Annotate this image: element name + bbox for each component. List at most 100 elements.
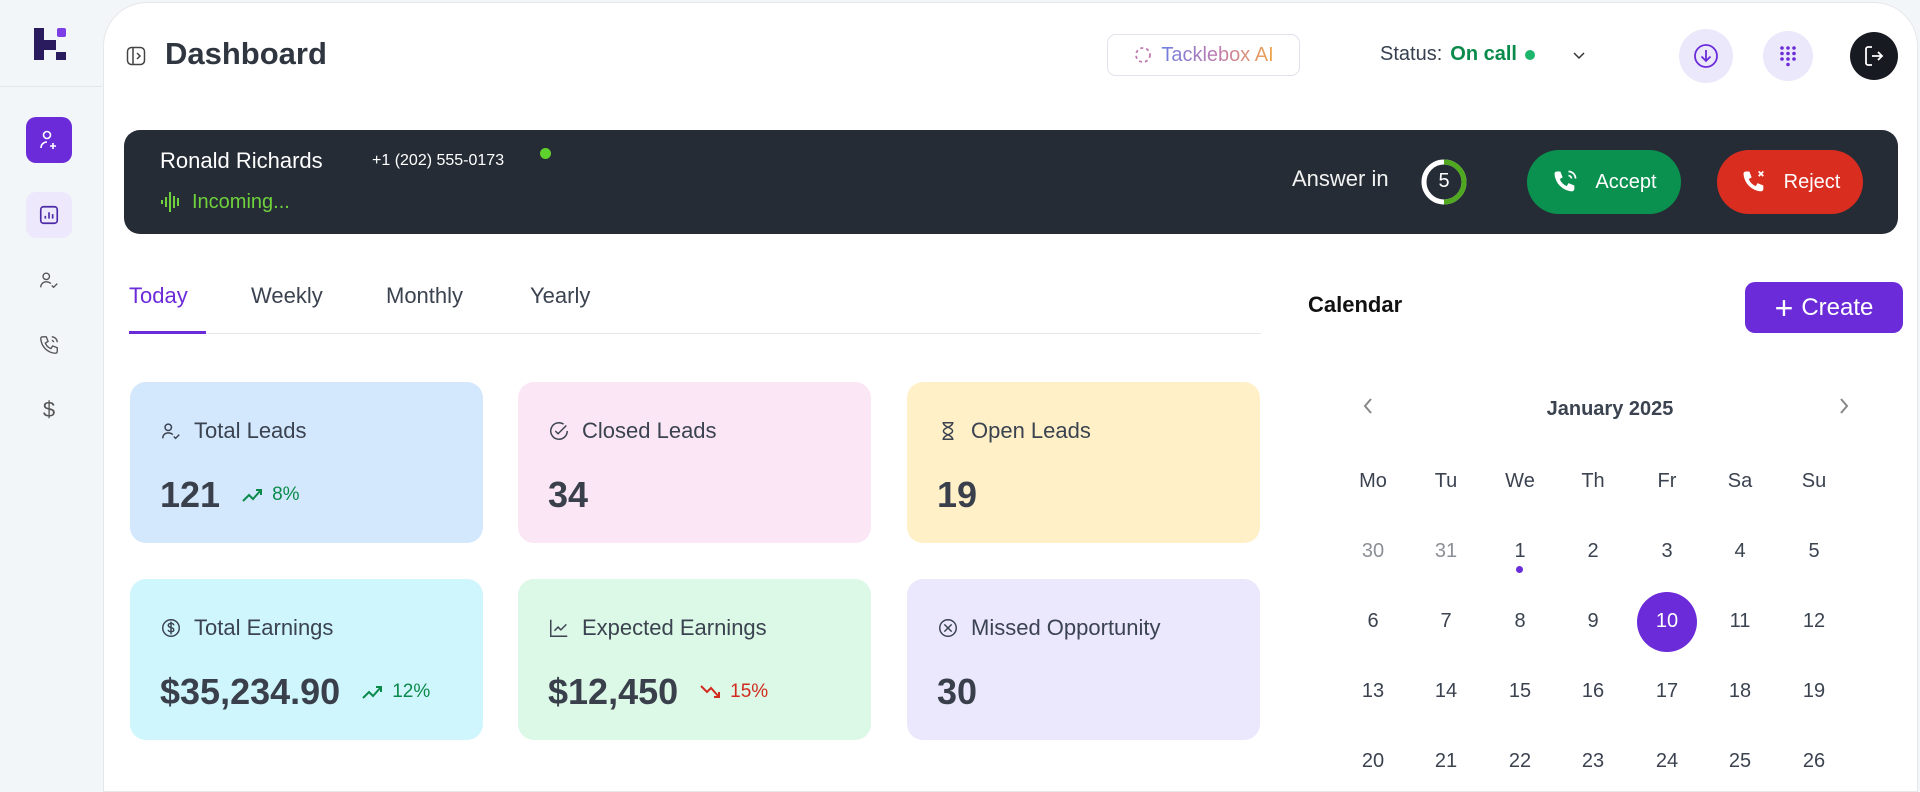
stat-card[interactable]: Missed Opportunity 30	[907, 579, 1260, 740]
call-state: Incoming...	[160, 190, 290, 214]
create-button[interactable]: + Create	[1745, 282, 1903, 333]
calendar-day[interactable]: 3	[1661, 540, 1673, 562]
calendar-day[interactable]: 20	[1361, 750, 1385, 772]
download-button[interactable]	[1679, 29, 1733, 83]
countdown-ring	[1421, 159, 1467, 205]
calendar-day[interactable]: 16	[1581, 680, 1605, 702]
phone-accept-icon	[1554, 170, 1577, 192]
delta-value: 8%	[272, 484, 300, 505]
card-value: 19	[937, 474, 978, 515]
selected-day-highlight	[1637, 592, 1697, 652]
calendar-day[interactable]: 30	[1361, 540, 1385, 562]
stat-card[interactable]: Open Leads 19	[907, 382, 1260, 543]
calendar-day[interactable]: 7	[1440, 610, 1452, 632]
card-value-row: 30	[937, 671, 977, 713]
card-label-row: Total Earnings	[160, 615, 333, 641]
calendar-day[interactable]: 5	[1808, 540, 1820, 562]
calendar-day[interactable]: 13	[1361, 680, 1385, 702]
stat-card[interactable]: Total Leads 121 8%	[130, 382, 483, 543]
calendar-day[interactable]: 22	[1508, 750, 1532, 772]
dialpad-button[interactable]	[1763, 31, 1813, 81]
card-label: Closed Leads	[582, 418, 717, 443]
calendar-day[interactable]: 17	[1655, 680, 1679, 702]
next-month-button[interactable]	[1836, 394, 1852, 425]
calendar-day[interactable]: 15	[1508, 680, 1532, 702]
trend-up-icon	[362, 686, 383, 699]
calendar-day[interactable]: 18	[1728, 680, 1752, 702]
sidebar: $	[0, 0, 102, 780]
calendar-day[interactable]: 31	[1434, 540, 1458, 562]
prev-month-button[interactable]	[1360, 394, 1376, 425]
card-label-row: Closed Leads	[548, 418, 717, 444]
status-dropdown[interactable]: Status: On call	[1380, 43, 1587, 66]
calendar-day[interactable]: 10	[1655, 610, 1679, 632]
calendar-day[interactable]: 25	[1728, 750, 1752, 772]
reject-button[interactable]: Reject	[1717, 150, 1863, 214]
status-label: Status:	[1380, 43, 1443, 65]
status-dot	[1524, 49, 1535, 60]
tacklebox-ai-label: Tacklebox AI	[1161, 43, 1274, 66]
sidebar-item-add-lead[interactable]	[26, 117, 72, 163]
check-circle-icon	[550, 422, 568, 440]
tab-monthly[interactable]: Monthly	[386, 283, 464, 308]
calendar-day[interactable]: 9	[1587, 610, 1599, 632]
tab-yearly[interactable]: Yearly	[530, 283, 591, 308]
user-plus-icon	[40, 130, 56, 149]
trend-up-icon	[242, 489, 263, 502]
calendar-day[interactable]: 6	[1367, 610, 1379, 632]
calendar-day[interactable]: 19	[1802, 680, 1826, 702]
tabs-divider	[129, 333, 1261, 334]
accept-button[interactable]: Accept	[1527, 150, 1681, 214]
calendar-day[interactable]: 26	[1802, 750, 1826, 772]
sidebar-toggle-icon[interactable]	[126, 46, 146, 66]
download-icon	[1694, 44, 1718, 68]
trend-delta: 8%	[242, 484, 300, 506]
dollar-icon: $	[42, 397, 56, 422]
card-label: Total Leads	[194, 418, 307, 443]
event-dot	[1516, 566, 1523, 573]
chevron-right-icon	[1840, 398, 1849, 414]
card-value: 30	[937, 671, 978, 712]
active-tab-indicator	[129, 331, 206, 334]
plus-icon: +	[1774, 289, 1794, 326]
soundwave-icon	[161, 192, 179, 212]
tab-today[interactable]: Today	[129, 283, 188, 308]
sidebar-item-leads[interactable]	[26, 257, 72, 303]
card-value-row: $35,234.90 12%	[160, 671, 430, 713]
trend-delta: 15%	[700, 681, 768, 703]
card-label: Total Earnings	[194, 615, 334, 640]
calendar-day[interactable]: 11	[1729, 610, 1751, 632]
call-state-label: Incoming...	[192, 190, 290, 213]
stat-card[interactable]: Closed Leads 34	[518, 382, 871, 543]
trend-delta: 12%	[362, 681, 430, 703]
logout-button[interactable]	[1850, 32, 1898, 80]
delta-value: 15%	[730, 681, 769, 702]
reject-label: Reject	[1783, 170, 1841, 193]
calendar-day[interactable]: 12	[1802, 610, 1826, 632]
calendar-day[interactable]: 24	[1655, 750, 1679, 772]
stat-card[interactable]: Expected Earnings $12,450 15%	[518, 579, 871, 740]
x-circle-icon	[939, 619, 957, 637]
sidebar-item-calls[interactable]	[26, 322, 72, 368]
stat-card[interactable]: Total Earnings $35,234.90 12%	[130, 579, 483, 740]
calendar-day[interactable]: 23	[1581, 750, 1605, 772]
trend-down-icon	[700, 685, 721, 698]
tab-weekly[interactable]: Weekly	[251, 283, 323, 308]
tacklebox-ai-button[interactable]: Tacklebox AI	[1107, 34, 1300, 76]
ai-sparkle-icon	[1135, 47, 1152, 63]
calendar-day[interactable]: 4	[1734, 540, 1746, 562]
calendar-day[interactable]: 14	[1434, 680, 1458, 702]
calendar-day[interactable]: 21	[1434, 750, 1458, 772]
calendar-day[interactable]: 2	[1587, 540, 1599, 562]
calendar-day[interactable]: 8	[1514, 610, 1526, 632]
calendar-day[interactable]: 1	[1514, 540, 1526, 562]
logout-icon	[1865, 46, 1884, 66]
users-check-icon	[162, 423, 180, 440]
weekday-header: Th	[1581, 470, 1605, 492]
card-label-row: Total Leads	[160, 418, 307, 444]
sidebar-item-earnings[interactable]: $	[26, 387, 72, 433]
chevron-down-icon	[1573, 51, 1585, 59]
accept-label: Accept	[1595, 170, 1657, 193]
sidebar-item-dashboard[interactable]	[26, 192, 72, 238]
weekday-header: Su	[1801, 470, 1827, 492]
